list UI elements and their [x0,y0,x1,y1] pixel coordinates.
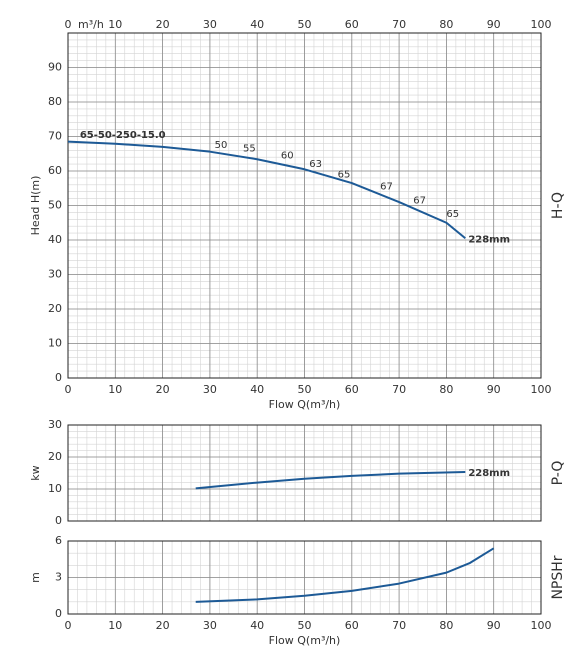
annotation: 60 [281,150,294,161]
y-tick-label: 10 [48,337,62,350]
x-tick-label: 90 [487,383,501,396]
top-x-tick-label: 60 [345,18,359,31]
series-line [195,471,466,490]
top-x-tick-label: 70 [392,18,406,31]
x-tick-label: 10 [108,383,122,396]
y-axis-title: kw [29,465,42,480]
x-tick-label: 40 [250,619,264,632]
x-tick-label: 0 [65,619,72,632]
y-tick-label: 70 [48,130,62,143]
annotation: 55 [243,144,256,155]
y-tick-label: 0 [55,607,62,620]
x-tick-label: 100 [531,383,552,396]
annotation: 67 [380,182,393,193]
x-tick-label: 50 [298,383,312,396]
side-label: H-Q [550,192,566,219]
side-label: NPSHr [550,555,566,599]
plot-frame [67,424,542,522]
top-x-tick-label: 90 [487,18,501,31]
y-axis-title: m [29,572,42,583]
y-tick-label: 3 [55,571,62,584]
y-tick-label: 6 [55,534,62,547]
y-axis-title: Head H(m) [29,176,42,236]
x-tick-label: 70 [392,383,406,396]
x-tick-label: 100 [531,619,552,632]
y-tick-label: 0 [55,371,62,384]
x-tick-label: 80 [439,383,453,396]
x-tick-label: 0 [65,383,72,396]
x-axis-title: Flow Q(m³/h) [269,634,341,647]
top-x-tick-label: 0 [65,18,72,31]
x-tick-label: 50 [298,619,312,632]
y-tick-label: 80 [48,95,62,108]
x-tick-label: 90 [487,619,501,632]
series-end-label: 228mm [468,468,510,479]
y-tick-label: 20 [48,302,62,315]
x-tick-label: 20 [156,383,170,396]
annotation: 50 [215,140,228,151]
x-tick-label: 60 [345,619,359,632]
plot-frame [67,540,542,615]
x-tick-label: 30 [203,619,217,632]
x-tick-label: 30 [203,383,217,396]
annotation: 65 [446,209,459,220]
top-x-tick-label: 100 [531,18,552,31]
y-tick-label: 40 [48,233,62,246]
y-tick-label: 20 [48,450,62,463]
top-x-tick-label: 10 [108,18,122,31]
plot-frame [67,32,542,379]
y-tick-label: 10 [48,482,62,495]
y-tick-label: 30 [48,418,62,431]
x-tick-label: 20 [156,619,170,632]
top-x-tick-label: 30 [203,18,217,31]
top-axis-unit: m³/h [78,18,104,31]
series-line [195,547,495,603]
top-x-tick-label: 80 [439,18,453,31]
series-line [67,140,466,240]
x-axis-title: Flow Q(m³/h) [269,398,341,411]
annotation: 63 [309,159,322,170]
annotation: 67 [413,195,426,206]
x-tick-label: 70 [392,619,406,632]
x-tick-label: 10 [108,619,122,632]
top-x-tick-label: 40 [250,18,264,31]
side-label: P-Q [550,461,566,486]
y-tick-label: 0 [55,514,62,527]
y-tick-label: 50 [48,199,62,212]
x-tick-label: 80 [439,619,453,632]
top-x-tick-label: 20 [156,18,170,31]
x-tick-label: 40 [250,383,264,396]
x-tick-label: 60 [345,383,359,396]
series-end-label: 228mm [468,234,510,245]
y-tick-label: 90 [48,61,62,74]
y-tick-label: 60 [48,164,62,177]
annotation: 65-50-250-15.0 [80,130,166,141]
y-tick-label: 30 [48,268,62,281]
annotation: 65 [338,169,351,180]
top-x-tick-label: 50 [298,18,312,31]
